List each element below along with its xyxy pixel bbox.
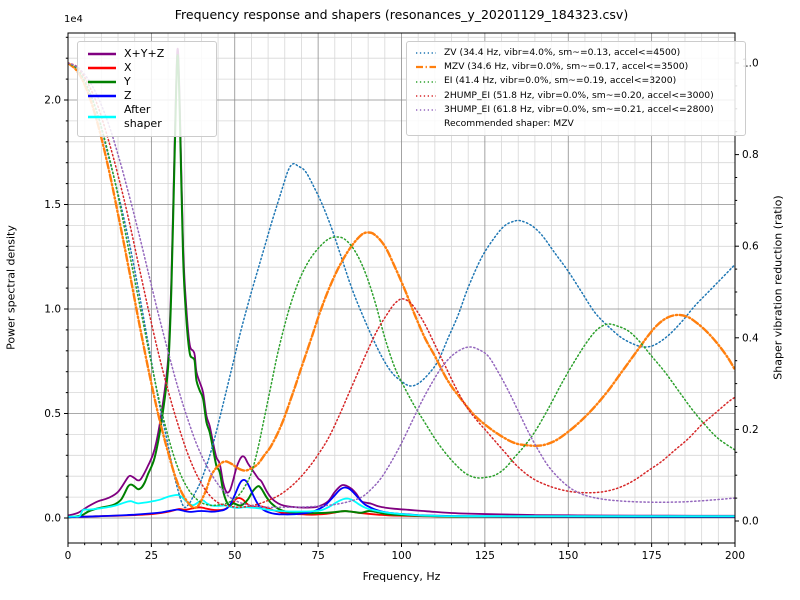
y-right-tick-label: 0.6: [742, 241, 759, 253]
legend-line-swatch: [415, 48, 437, 58]
legend-item: ZV (34.4 Hz, vibr=4.0%, sm~=0.13, accel<…: [415, 46, 737, 60]
legend-item-label: MZV (34.6 Hz, vibr=0.0%, sm~=0.17, accel…: [444, 61, 689, 73]
legend-line-swatch: [87, 77, 117, 87]
axis-ticks: [64, 36, 739, 547]
legend-line-swatch: [87, 63, 117, 73]
shaper-legend: ZV (34.4 Hz, vibr=4.0%, sm~=0.13, accel<…: [406, 41, 746, 137]
y-left-tick-label: 0.5: [44, 408, 61, 420]
axis-tick-labels: 0 25 50 75 100 125 150 175 200 0.0 0.5 1.0 1.5 2.0 0.0…: [44, 58, 759, 563]
y-left-tick-label: 0.0: [44, 513, 61, 525]
legend-line-swatch: [416, 52, 436, 54]
legend-item-label: EI (41.4 Hz, vibr=0.0%, sm~=0.19, accel<…: [444, 75, 677, 87]
series-ZV: [68, 62, 735, 509]
y-right-tick-label: 0.2: [742, 424, 759, 436]
x-tick-label: 50: [228, 550, 241, 562]
y-right-tick-label: 0.8: [742, 149, 759, 161]
legend-item: X+Y+Z: [87, 47, 207, 61]
legend-line-swatch: [415, 62, 437, 72]
legend-item: After shaper: [87, 103, 207, 131]
legend-item: X: [87, 61, 207, 75]
y-axis-label-right: Shaper vibration reduction (ratio): [771, 195, 785, 380]
y-right-tick-label: 0.4: [742, 332, 759, 344]
legend-line-swatch: [415, 77, 437, 87]
legend-item-label: After shaper: [124, 103, 162, 130]
legend-line-swatch: [416, 66, 436, 69]
legend-item-label: ZV (34.4 Hz, vibr=4.0%, sm~=0.13, accel<…: [444, 47, 681, 58]
legend-item: EI (41.4 Hz, vibr=0.0%, sm~=0.19, accel<…: [415, 74, 737, 88]
legend-line-swatch: [88, 52, 116, 56]
y-right-tick-label: 0.0: [742, 516, 759, 528]
legend-item: Y: [87, 75, 207, 89]
legend-item: 3HUMP_EI (61.8 Hz, vibr=0.0%, sm~=0.21, …: [415, 103, 737, 117]
x-axis-label: Frequency, Hz: [362, 570, 441, 583]
series-X-Y-Z: [68, 47, 735, 517]
y-axis-label-left: Power spectral density: [4, 225, 18, 350]
series-3HUMP-EI: [68, 62, 735, 509]
legend-line-swatch: [87, 112, 117, 122]
legend-line-swatch: [415, 91, 437, 101]
legend-item-label: 2HUMP_EI (51.8 Hz, vibr=0.0%, sm~=0.20, …: [444, 89, 714, 101]
x-tick-label: 75: [311, 550, 324, 562]
x-tick-label: 100: [391, 550, 411, 562]
legend-item-label: Y: [124, 75, 131, 88]
legend-line-swatch: [415, 105, 437, 115]
series-MZV: [68, 61, 735, 509]
legend-item-label: 3HUMP_EI (61.8 Hz, vibr=0.0%, sm~=0.21, …: [444, 103, 714, 115]
x-tick-label: 200: [725, 550, 745, 562]
series-2HUMP-EI: [68, 62, 735, 509]
legend-line-swatch: [87, 49, 117, 59]
legend-item: 2HUMP_EI (51.8 Hz, vibr=0.0%, sm~=0.20, …: [415, 89, 737, 103]
x-tick-label: 0: [65, 550, 72, 562]
y-left-tick-label: 2.0: [44, 95, 61, 107]
legend-item-label: X+Y+Z: [124, 47, 165, 60]
series-Y: [68, 54, 735, 519]
legend-swatch-spacer: [415, 119, 437, 129]
legend-item-label: Recommended shaper: MZV: [444, 118, 574, 130]
legend-item-label: X: [124, 61, 132, 74]
legend-line-swatch: [416, 94, 436, 97]
legend-item: Z: [87, 89, 207, 103]
legend-line-swatch: [88, 94, 116, 98]
y-left-tick-label: 1.5: [44, 199, 61, 211]
legend-line-swatch: [416, 80, 436, 83]
x-tick-label: 25: [145, 550, 158, 562]
legend-line-swatch: [88, 115, 116, 119]
x-tick-label: 125: [475, 550, 495, 562]
legend-line-swatch: [87, 91, 117, 101]
legend-line-swatch: [88, 66, 116, 70]
legend-line-swatch: [416, 109, 436, 111]
x-tick-label: 175: [642, 550, 662, 562]
legend-line-swatch: [415, 119, 437, 129]
curves: [68, 47, 735, 519]
x-tick-label: 150: [558, 550, 578, 562]
legend-item: MZV (34.6 Hz, vibr=0.0%, sm~=0.17, accel…: [415, 60, 737, 74]
series-EI: [68, 62, 735, 507]
psd-legend: X+Y+Z X Y Z After shaper: [77, 41, 217, 137]
legend-item-label: Z: [124, 89, 132, 102]
y-axis-offset-text: 1e4: [64, 14, 83, 25]
series-After-shaper: [68, 493, 735, 518]
y-right-tick-label: 1.0: [742, 58, 759, 70]
y-left-tick-label: 1.0: [44, 304, 61, 316]
chart-title: Frequency response and shapers (resonanc…: [174, 7, 629, 22]
legend-item: Recommended shaper: MZV: [415, 117, 737, 131]
legend-line-swatch: [88, 80, 116, 84]
